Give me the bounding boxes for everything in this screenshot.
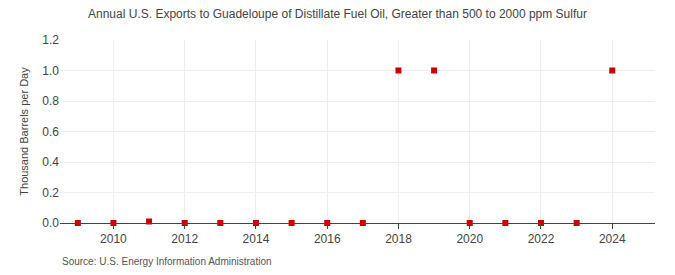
svg-text:Thousand Barrels per Day: Thousand Barrels per Day [18,67,30,196]
svg-text:2020: 2020 [456,232,483,246]
svg-text:0.0: 0.0 [42,216,59,230]
svg-text:0.6: 0.6 [42,125,59,139]
svg-text:2024: 2024 [599,232,626,246]
svg-text:2014: 2014 [243,232,270,246]
svg-text:1.2: 1.2 [42,33,59,47]
svg-text:2012: 2012 [171,232,198,246]
svg-text:2018: 2018 [385,232,412,246]
svg-text:0.8: 0.8 [42,94,59,108]
svg-text:1.0: 1.0 [42,64,59,78]
svg-text:Annual U.S. Exports to Guadelo: Annual U.S. Exports to Guadeloupe of Dis… [88,7,587,21]
svg-text:Source: U.S. Energy Informatio: Source: U.S. Energy Information Administ… [62,256,272,267]
svg-text:2010: 2010 [100,232,127,246]
svg-text:2022: 2022 [528,232,555,246]
svg-text:0.4: 0.4 [42,155,59,169]
svg-text:2016: 2016 [314,232,341,246]
svg-text:0.2: 0.2 [42,186,59,200]
